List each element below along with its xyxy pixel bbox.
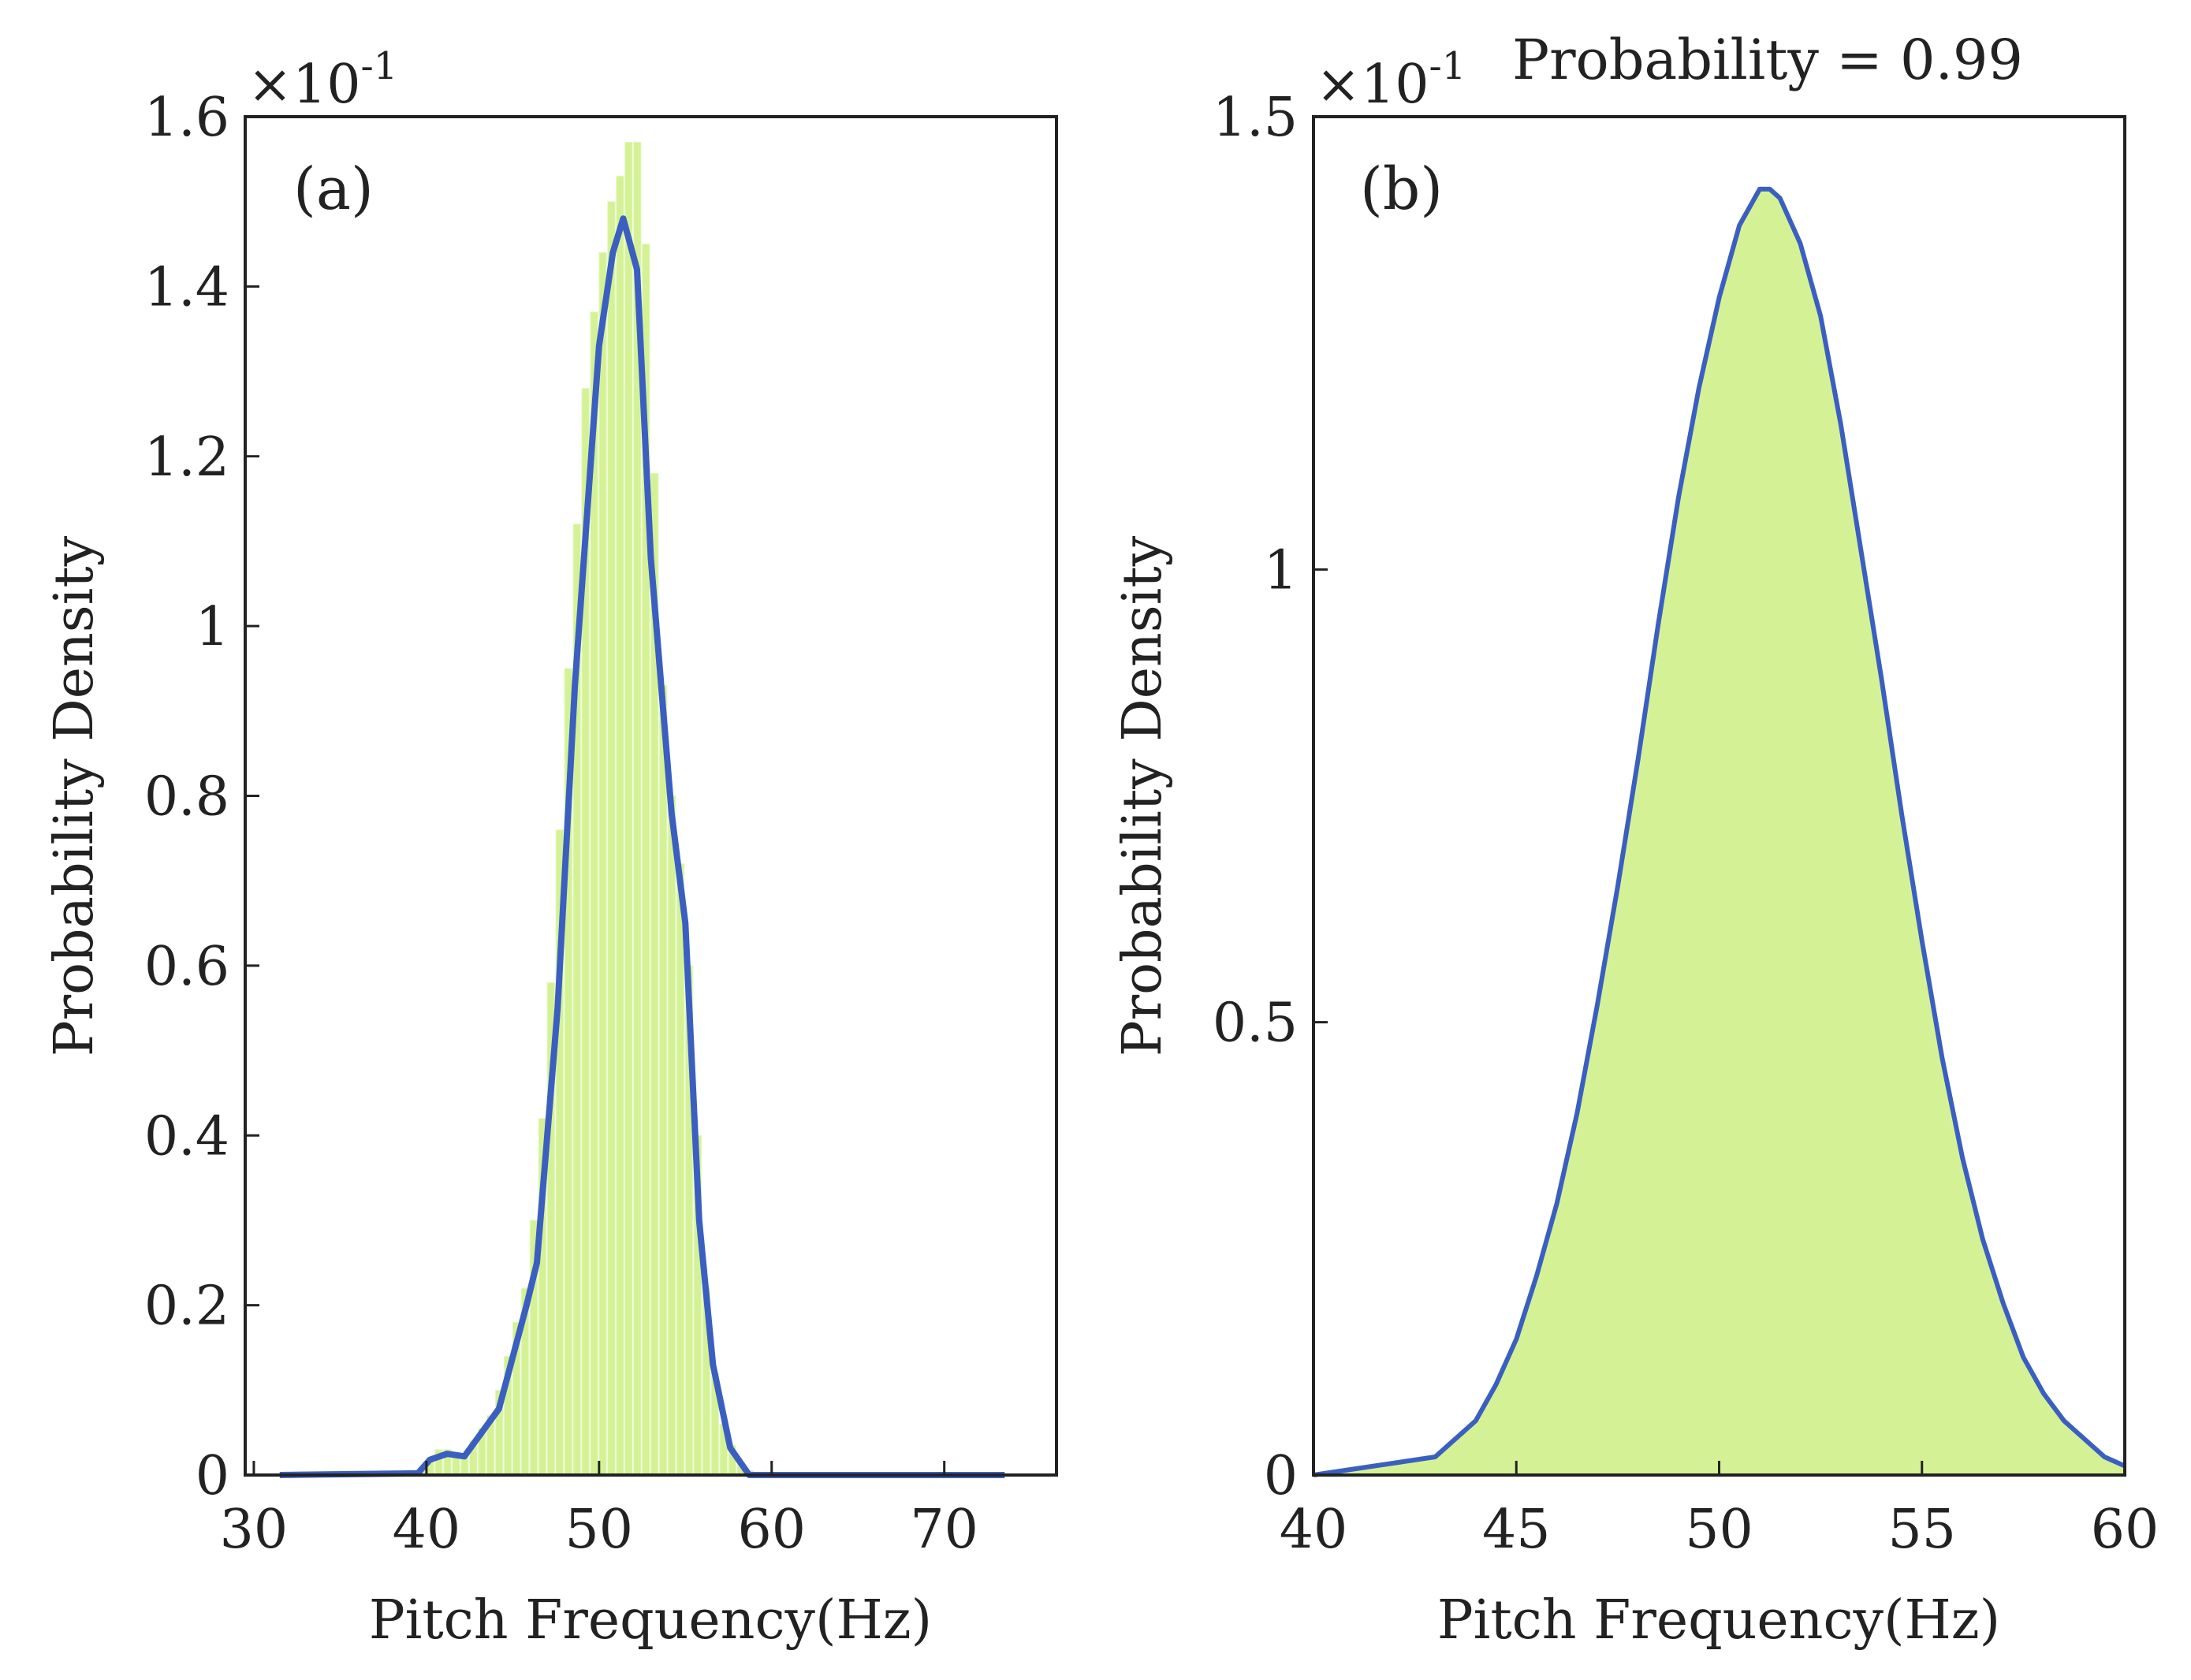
a-histogram-bars — [417, 141, 754, 1476]
a-y-tick-label: 0 — [196, 1445, 229, 1507]
a-x-tick-label: 30 — [220, 1499, 289, 1561]
b-x-tick-label: 55 — [1887, 1499, 1956, 1561]
panel-a: 30 40 50 60 70 0 0.2 0.4 0.6 0.8 1 1.2 1.4 1.6 (a) ×… — [43, 44, 1058, 1652]
b-x-tick-label: 60 — [2091, 1499, 2159, 1561]
a-histogram-bar — [658, 685, 668, 1476]
a-x-axis-label: Pitch Frequency(Hz) — [369, 1589, 932, 1652]
a-x-ticks: 30 40 50 60 70 — [220, 1461, 978, 1561]
b-y-multiplier-base: ×10 — [1316, 54, 1429, 116]
a-y-axis-label: Probability Density — [43, 535, 106, 1056]
a-y-ticks: 0 0.2 0.4 0.6 0.8 1 1.2 1.4 1.6 — [144, 87, 259, 1507]
a-y-tick-label: 0.2 — [144, 1276, 229, 1338]
b-y-axis-label: Probability Density — [1112, 535, 1174, 1056]
a-y-tick-label: 1.2 — [144, 427, 229, 489]
a-x-tick-label: 40 — [393, 1499, 461, 1561]
a-x-tick-label: 70 — [910, 1499, 978, 1561]
a-y-tick-label: 0.4 — [144, 1105, 229, 1168]
a-y-multiplier: ×10-1 — [248, 44, 397, 116]
b-y-ticks: 0 0.5 1 1.5 — [1213, 87, 1328, 1507]
b-panel-label: (b) — [1360, 155, 1443, 223]
a-x-tick-label: 60 — [737, 1499, 806, 1561]
b-y-multiplier: ×10-1 — [1316, 44, 1466, 116]
a-y-tick-label: 1.6 — [144, 87, 229, 149]
a-density-line — [279, 215, 1005, 1478]
b-y-tick-label: 0.5 — [1213, 993, 1298, 1055]
b-x-tick-label: 45 — [1482, 1499, 1551, 1561]
a-y-multiplier-base: ×10 — [248, 54, 361, 116]
a-y-tick-label: 0.8 — [144, 766, 229, 829]
b-x-tick-label: 40 — [1280, 1499, 1348, 1561]
a-histogram-bar — [667, 795, 676, 1476]
b-y-tick-label: 1 — [1264, 539, 1298, 602]
b-y-tick-label: 1.5 — [1213, 87, 1298, 149]
b-x-tick-label: 50 — [1685, 1499, 1753, 1561]
a-y-tick-label: 1 — [196, 596, 229, 658]
b-y-tick-label: 0 — [1264, 1445, 1298, 1507]
a-histogram-bar — [607, 201, 616, 1476]
a-histogram-bar — [676, 863, 685, 1476]
b-y-multiplier-exponent: -1 — [1429, 44, 1466, 88]
panel-b: 40 45 50 55 60 0 0.5 1 1.5 (b) ×10-1 Probabilit… — [1112, 28, 2159, 1652]
b-density-area — [1313, 188, 2125, 1476]
a-histogram-bar — [598, 251, 607, 1476]
a-y-tick-label: 0.6 — [144, 936, 229, 998]
b-x-axis-label: Pitch Frequency(Hz) — [1437, 1589, 2000, 1652]
a-y-multiplier-exponent: -1 — [361, 44, 398, 88]
a-histogram-bar — [616, 175, 624, 1476]
b-density-line — [1313, 186, 2126, 1477]
b-chart-title: Probability = 0.99 — [1512, 28, 2023, 92]
a-histogram-bar — [624, 141, 633, 1476]
a-x-tick-label: 50 — [565, 1499, 634, 1561]
b-x-ticks: 40 45 50 55 60 — [1280, 1461, 2159, 1561]
a-y-tick-label: 1.4 — [144, 256, 229, 318]
a-panel-label: (a) — [293, 155, 374, 223]
